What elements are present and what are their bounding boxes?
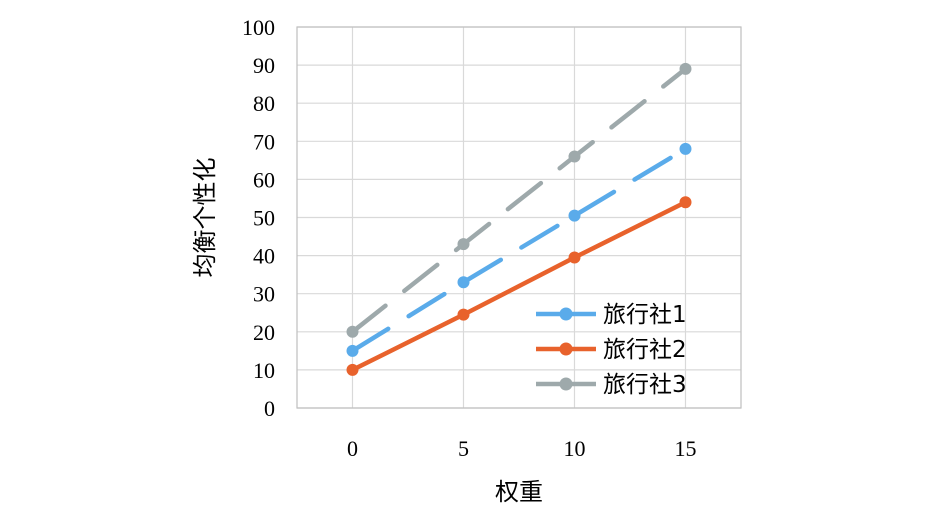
data-point (346, 344, 359, 357)
legend: 旅行社1 旅行社2 旅行社3 (536, 302, 687, 398)
legend-label: 旅行社2 (603, 337, 687, 363)
data-point (346, 325, 359, 338)
legend-marker (559, 342, 573, 356)
y-tick-label: 40 (253, 244, 275, 269)
data-point (568, 209, 581, 222)
data-point (457, 308, 470, 321)
x-axis-title: 权重 (495, 478, 543, 506)
series-line (350, 146, 688, 354)
series (346, 62, 692, 376)
series-3 (346, 62, 692, 338)
y-tick-label: 10 (253, 358, 275, 383)
y-tick-label: 70 (253, 129, 275, 154)
data-point (457, 276, 470, 289)
y-tick-labels: 0 10 20 30 40 50 60 70 80 90 100 (242, 15, 275, 421)
legend-label: 旅行社1 (603, 302, 687, 328)
y-tick-label: 90 (253, 53, 275, 78)
legend-item: 旅行社3 (536, 372, 687, 398)
series-1 (346, 142, 692, 357)
y-tick-label: 60 (253, 167, 275, 192)
series-line (350, 200, 688, 373)
data-point (568, 251, 581, 264)
y-tick-label: 100 (242, 15, 275, 40)
legend-marker (559, 377, 573, 391)
y-tick-label: 0 (264, 396, 275, 421)
x-tick-label: 0 (347, 436, 358, 461)
data-point (568, 150, 581, 163)
legend-item: 旅行社2 (536, 337, 687, 363)
y-tick-label: 20 (253, 320, 275, 345)
data-point (679, 196, 692, 209)
legend-item: 旅行社1 (536, 302, 687, 328)
y-tick-label: 80 (253, 91, 275, 116)
legend-label: 旅行社3 (603, 372, 687, 398)
x-tick-label: 10 (564, 436, 586, 461)
x-tick-label: 5 (458, 436, 469, 461)
y-tick-label: 50 (253, 206, 275, 231)
x-tick-labels: 0 5 10 15 (347, 436, 697, 461)
data-point (346, 363, 359, 376)
data-point (679, 62, 692, 75)
x-tick-label: 15 (675, 436, 697, 461)
data-point (457, 238, 470, 251)
series-line (350, 66, 688, 335)
legend-marker (559, 307, 573, 321)
y-tick-label: 30 (253, 282, 275, 307)
data-point (679, 142, 692, 155)
series-2 (346, 196, 692, 376)
y-axis-title: 均衡个性化 (191, 158, 219, 278)
plot-area-border (296, 26, 742, 409)
